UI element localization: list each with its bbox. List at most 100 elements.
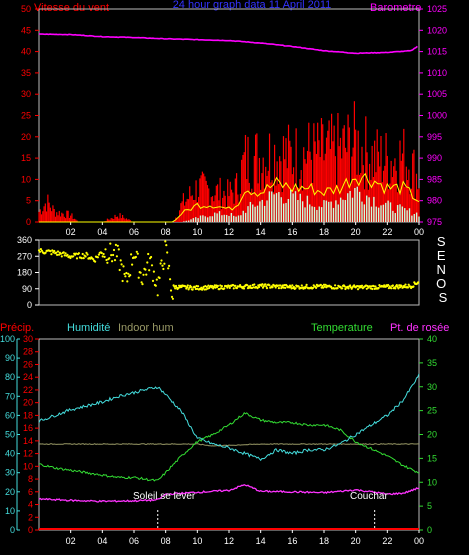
humidity-legend: Humidité (67, 322, 110, 334)
x-tick-label: 02 (66, 536, 76, 546)
wind-dir-point (159, 262, 162, 265)
wind-dir-point (268, 284, 271, 287)
wind-dir-point (49, 250, 52, 253)
y-tick-label: 14 (23, 436, 33, 446)
y-tick-label: 985 (427, 174, 442, 184)
wind-avg-line (39, 172, 420, 223)
x-tick-label: 04 (97, 536, 107, 546)
wind-dir-point (156, 294, 159, 297)
precip-legend: Précip. (0, 322, 34, 334)
wind-dir-point (117, 248, 120, 251)
wind-dir-point (412, 285, 415, 288)
y-tick-label: 20 (427, 430, 437, 440)
wind-dir-point (66, 253, 69, 256)
direction-plot (37, 240, 420, 300)
temperature-legend: Temperature (311, 322, 373, 334)
wind-dir-point (39, 248, 43, 251)
wind-dir-point (171, 297, 174, 300)
wind-dir-point (57, 253, 61, 256)
y-tick-label: 10 (5, 506, 15, 516)
wind-dir-point (69, 256, 72, 260)
wind-y-axis: 0 5 10 15 20 25 30 35 40 45 50 (21, 4, 39, 227)
x-tick-label: 20 (351, 227, 361, 237)
wind-dir-point (193, 286, 197, 289)
y-tick-label: 35 (427, 358, 437, 368)
wind-dir-point (113, 259, 117, 262)
humidity-line (38, 373, 420, 462)
y-tick-label: 1005 (427, 89, 447, 99)
y-tick-label: 0 (427, 525, 432, 535)
y-tick-label: 60 (5, 410, 15, 420)
wind-dir-point (50, 253, 53, 256)
wind-dir-point (51, 249, 54, 252)
y-tick-label: 15 (21, 153, 31, 163)
direction-axis-title: S E N O S (436, 234, 450, 305)
wind-dir-point (248, 286, 251, 289)
wind-dir-point (124, 275, 127, 278)
wind-dir-point (111, 260, 114, 263)
wind-dir-point (62, 251, 65, 254)
wind-dir-point (211, 285, 214, 288)
wind-dir-point (191, 288, 194, 291)
y-tick-label: 20 (21, 132, 31, 142)
wind-dir-point (150, 255, 153, 259)
period-title: 24 hour graph data 11 April 2011 (173, 0, 332, 11)
wind-dir-point (64, 252, 67, 255)
wind-dir-point (56, 253, 59, 256)
wind-dir-point (218, 288, 221, 291)
wind-dir-point (147, 252, 150, 256)
sunset-label: Couchar (350, 491, 388, 502)
y-tick-label: 6 (28, 487, 33, 497)
wind-dir-point (305, 283, 308, 286)
x-tick-label: 08 (161, 536, 171, 546)
wind-dir-point (319, 283, 322, 286)
wind-dir-point (148, 269, 151, 272)
y-tick-label: 25 (21, 111, 31, 121)
wind-dir-point (277, 287, 280, 290)
wind-dir-point (154, 284, 157, 287)
y-tick-label: 50 (21, 4, 31, 14)
wind-dir-point (155, 278, 158, 281)
wind-dir-point (86, 253, 89, 256)
wind-dir-point (100, 251, 103, 255)
wind-dir-point (109, 242, 112, 245)
x-tick-label: 08 (161, 227, 171, 237)
wind-dir-point (80, 257, 83, 260)
wind-dir-point (189, 285, 193, 289)
x-tick-label: 06 (129, 536, 139, 546)
x-tick-label: 22 (382, 536, 392, 546)
wind-dir-point (394, 287, 397, 290)
y-tick-label: 975 (427, 217, 442, 227)
wind-dir-point (185, 286, 189, 289)
x-tick-label: 16 (287, 536, 297, 546)
y-tick-label: 0 (26, 217, 31, 227)
wind-dir-point (284, 286, 287, 289)
wind-dir-point (283, 284, 286, 287)
y-tick-label: 90 (22, 284, 32, 294)
x-tick-label: 12 (224, 227, 234, 237)
y-tick-label: 5 (26, 196, 31, 206)
wind-dir-point (56, 250, 60, 253)
wind-dir-point (321, 284, 324, 288)
y-tick-label: 360 (17, 235, 32, 245)
wind-dir-point (187, 288, 190, 291)
humidity-panel-axes: 0102030405060708090100024681012141618202… (0, 334, 437, 535)
y-tick-label: 0 (27, 300, 32, 310)
y-tick-label: 0 (10, 525, 15, 535)
dir-letter: S (439, 290, 448, 305)
wind-dir-point (195, 284, 198, 288)
x-tick-label: 18 (319, 536, 329, 546)
wind-dir-point (130, 253, 133, 256)
x-tick-label: 02 (66, 227, 76, 237)
wind-dir-point (55, 251, 58, 254)
wind-dir-point (374, 285, 377, 288)
barometer-line (38, 33, 418, 55)
y-tick-label: 24 (23, 372, 33, 382)
wind-dir-point (277, 284, 280, 287)
wind-dir-point (387, 283, 390, 287)
wind-dir-point (150, 264, 154, 267)
wind-dir-point (300, 284, 303, 287)
wind-dir-point (390, 287, 393, 290)
